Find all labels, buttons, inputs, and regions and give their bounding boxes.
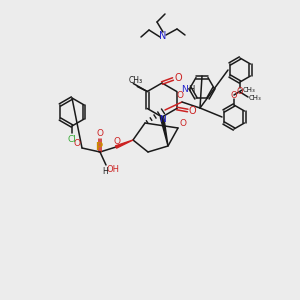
Text: O: O — [74, 140, 80, 148]
Text: CH₃: CH₃ — [243, 87, 255, 93]
Polygon shape — [116, 140, 133, 148]
Text: O: O — [113, 137, 121, 146]
Text: N: N — [159, 31, 167, 41]
Text: O: O — [176, 92, 184, 100]
Text: O: O — [231, 91, 237, 100]
Text: P: P — [95, 142, 103, 152]
Text: N: N — [160, 116, 167, 124]
Text: H: H — [188, 85, 195, 94]
Text: N: N — [181, 85, 188, 94]
Text: O: O — [179, 119, 187, 128]
Text: O: O — [97, 128, 104, 137]
Text: O: O — [189, 106, 196, 116]
Text: CH₃: CH₃ — [249, 95, 261, 101]
Polygon shape — [160, 117, 168, 146]
Text: OH: OH — [106, 166, 119, 175]
Text: H: H — [102, 167, 108, 176]
Text: Cl: Cl — [68, 134, 76, 143]
Text: CH₃: CH₃ — [128, 76, 142, 85]
Text: O: O — [174, 73, 182, 83]
Text: O: O — [237, 88, 243, 97]
